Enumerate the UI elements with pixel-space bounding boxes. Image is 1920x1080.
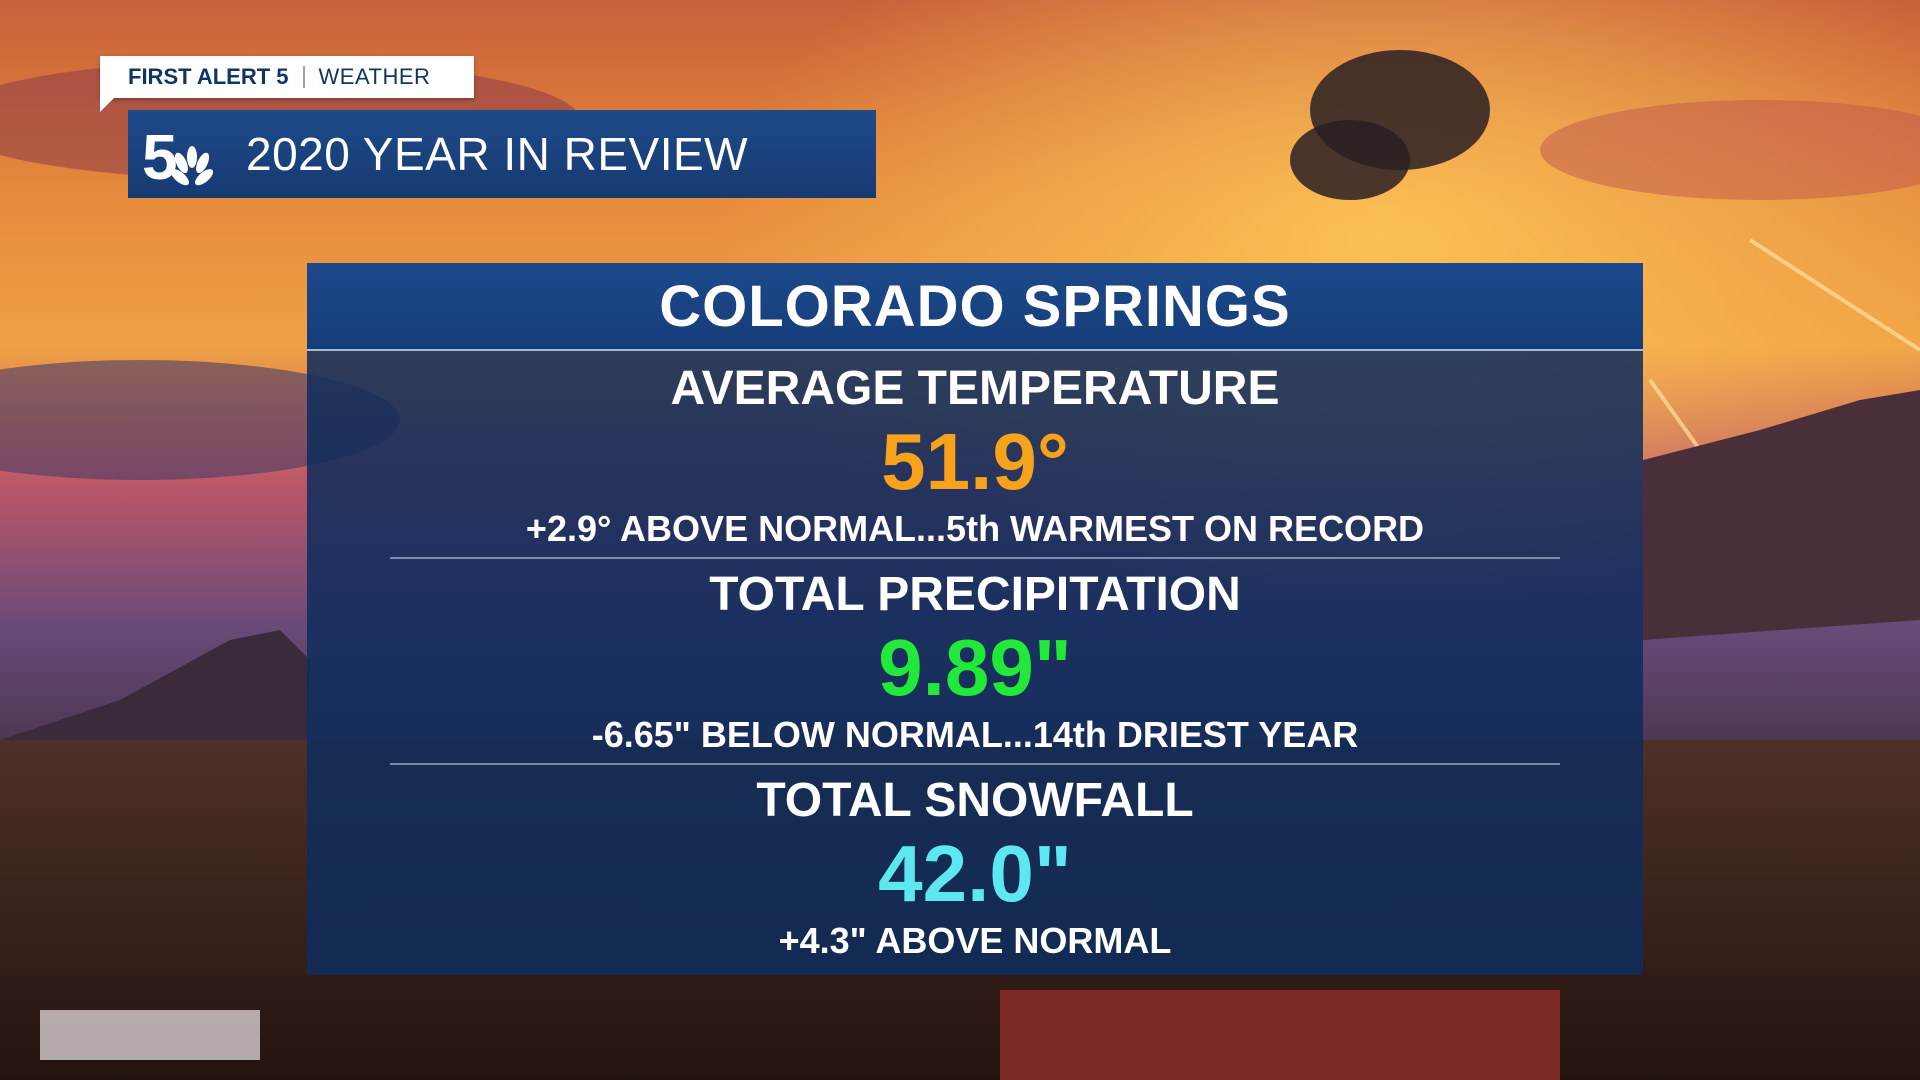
stat-note: -6.65" BELOW NORMAL...14th DRIEST YEAR <box>591 714 1359 755</box>
title-bar: 5 2020 YEAR IN REVIEW <box>128 110 876 198</box>
alert-separator <box>302 66 305 88</box>
page-title: 2020 YEAR IN REVIEW <box>246 128 749 180</box>
divider <box>390 557 1560 559</box>
panel-header: COLORADO SPRINGS <box>307 263 1643 351</box>
stat-label: AVERAGE TEMPERATURE <box>670 362 1280 415</box>
city-name: COLORADO SPRINGS <box>659 273 1291 339</box>
svg-text:5: 5 <box>142 121 178 189</box>
stats-panel: COLORADO SPRINGS AVERAGE TEMPERATURE 51.… <box>307 263 1643 975</box>
stat-value: 9.89" <box>878 623 1072 712</box>
stat-total-precipitation: TOTAL PRECIPITATION 9.89" -6.65" BELOW N… <box>307 567 1643 757</box>
stat-note: +4.3" ABOVE NORMAL <box>778 920 1172 961</box>
channel-5-peacock-logo-icon: 5 <box>140 119 226 193</box>
stat-label: TOTAL SNOWFALL <box>756 774 1194 827</box>
divider <box>390 763 1560 765</box>
stat-note: +2.9° ABOVE NORMAL...5th WARMEST ON RECO… <box>525 508 1425 549</box>
stat-label: TOTAL PRECIPITATION <box>709 568 1241 621</box>
alert-sub-label: WEATHER <box>318 64 431 89</box>
first-alert-tag: FIRST ALERT 5 WEATHER <box>100 56 474 112</box>
stat-value: 42.0" <box>878 829 1072 918</box>
stat-total-snowfall: TOTAL SNOWFALL 42.0" +4.3" ABOVE NORMAL <box>307 773 1643 963</box>
alert-brand-label: FIRST ALERT 5 <box>128 64 289 89</box>
stat-value: 51.9° <box>881 417 1069 506</box>
stat-average-temperature: AVERAGE TEMPERATURE 51.9° +2.9° ABOVE NO… <box>307 351 1643 551</box>
